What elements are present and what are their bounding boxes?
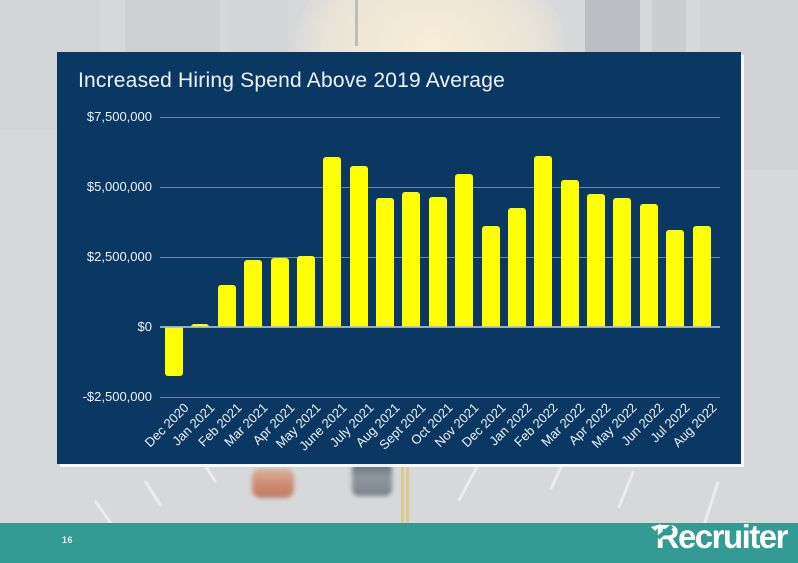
chart-title: Increased Hiring Spend Above 2019 Averag… [78, 69, 505, 92]
chart-bar [560, 179, 579, 327]
y-axis-tick-label: $0 [137, 319, 152, 334]
chart-bar [455, 174, 474, 327]
chart-bar [296, 255, 315, 327]
recruiter-logo: Recruiter [650, 517, 789, 557]
road-center-line [406, 464, 409, 523]
page-number: 16 [62, 535, 74, 545]
gridline [160, 116, 720, 118]
gridline [160, 186, 720, 188]
car-blob-dark [352, 462, 392, 496]
road-center-line [401, 464, 404, 523]
lane-marking [143, 479, 163, 508]
street-pole [355, 0, 358, 46]
chart-bar [666, 230, 685, 327]
recruiter-logo-text: Recruiter [655, 518, 789, 555]
chart-bar [191, 324, 210, 327]
y-axis-tick-label: $5,000,000 [86, 178, 152, 194]
chart-bar [244, 259, 263, 327]
footer-bar: 16 Recruiter [0, 518, 798, 563]
building-silhouette [652, 0, 686, 60]
chart-bar [165, 327, 183, 377]
y-axis-tick-label: $2,500,000 [86, 248, 152, 264]
chart-bar [217, 284, 236, 327]
chart-bar [507, 207, 526, 327]
gridline [160, 397, 720, 399]
chart-bar [402, 192, 421, 327]
y-axis-tick-label: -$2,500,000 [82, 389, 152, 405]
chart-bar [428, 196, 447, 327]
chart-bar [692, 226, 711, 327]
chart-bar [639, 203, 658, 327]
zero-axis-line [160, 326, 720, 328]
building-silhouette [585, 0, 640, 56]
chart-bar [534, 156, 553, 327]
chart-bar [587, 193, 605, 327]
chart-panel: Increased Hiring Spend Above 2019 Averag… [57, 52, 741, 464]
plot-area: $7,500,000 $5,000,000 $2,500,000 $0 -$2,500,… [57, 52, 741, 464]
chart-bar [349, 165, 368, 327]
chart-bar [481, 226, 500, 327]
chart-bar [323, 157, 342, 327]
car-blob-orange [252, 468, 294, 498]
chart-bar [613, 198, 632, 327]
y-axis-tick-label: $7,500,000 [86, 108, 152, 124]
chart-bar [376, 198, 394, 327]
chart-bar [270, 258, 289, 327]
